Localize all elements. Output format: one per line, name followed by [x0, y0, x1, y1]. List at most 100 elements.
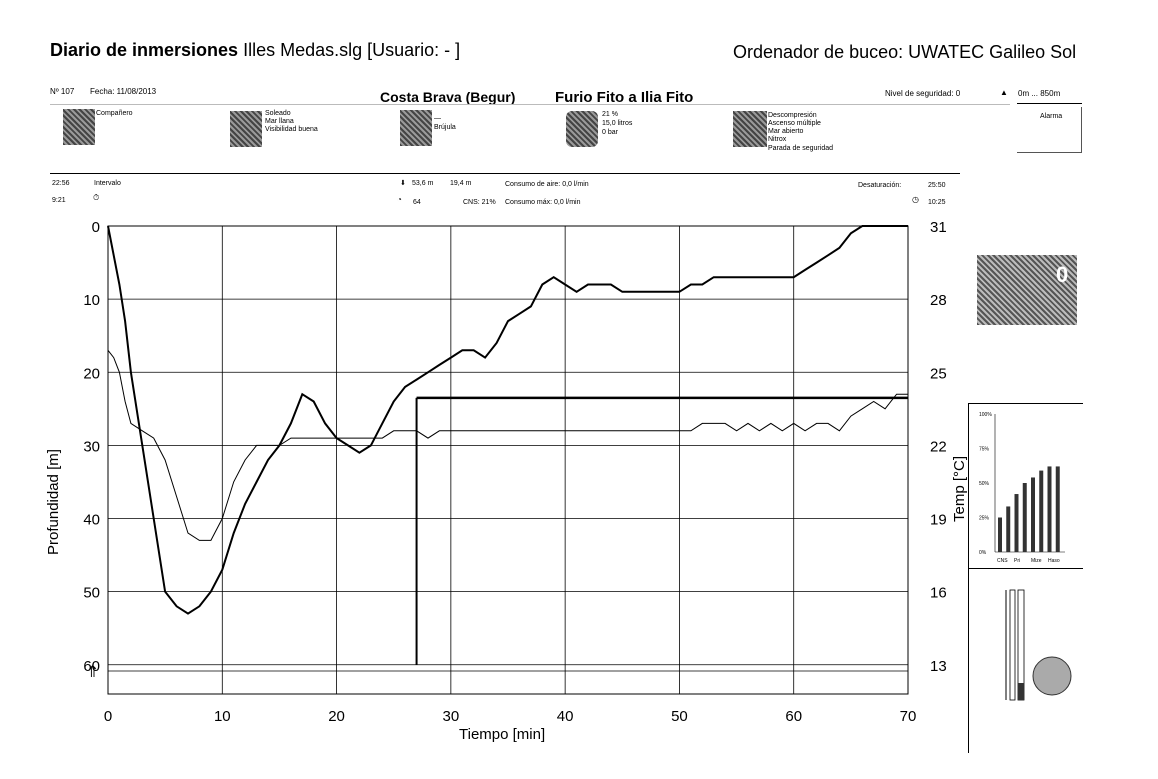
temp-tick-label: 22	[930, 438, 947, 455]
chart-series	[107, 225, 908, 665]
side-level-gauge-1	[1009, 589, 1016, 701]
side-bar	[998, 517, 1002, 552]
dive-flags-icon	[733, 111, 767, 147]
y-tick-label: 30	[83, 438, 100, 455]
plot-frame	[107, 225, 909, 695]
temp-tick-label: 13	[930, 658, 947, 675]
x-tick-label: 10	[214, 708, 231, 725]
gas-oxygen: 21 %	[602, 111, 618, 118]
clock-icon: ⏱	[93, 193, 100, 202]
cns: CNS: 21%	[463, 199, 496, 206]
side-divider-left	[968, 403, 969, 568]
dive-site: Costa Brava (Begur)	[380, 89, 516, 105]
y-axis-label-text: Profundidad [m]	[45, 449, 62, 555]
log-title-bold: Diario de inmersiones	[50, 40, 239, 60]
bar-category-label: Pri	[1014, 558, 1020, 564]
time-start: 22:56	[52, 180, 70, 187]
x-tick-label: 60	[785, 708, 802, 725]
air-consumption: Consumo de aire: 0,0 l/min	[505, 181, 589, 188]
y-tick-label: 40	[83, 512, 100, 529]
y-tick-label: 10	[83, 292, 100, 309]
surface-icon: ⇑	[86, 664, 100, 681]
depth-arrow-icon: ⬇	[400, 180, 406, 187]
x-tick-label: 40	[557, 708, 574, 725]
flag-multilevel: Ascenso múltiple	[768, 120, 821, 127]
chart-axis-labels: 0 10 20 30 40 50 60 70 0 10 20 30 40 50 60 31 28 25 22 19 16…	[83, 219, 946, 725]
dive-date: Fecha: 11/08/2013	[90, 87, 157, 96]
gas-volume: 15,0 litros	[602, 120, 633, 127]
alarm-divider	[1017, 103, 1082, 104]
safety-level: Nivel de seguridad: 0	[885, 89, 961, 98]
bar-tick-label: 0%	[979, 550, 987, 556]
side-divider-bottom	[968, 568, 1083, 569]
temp-tick-label: 31	[930, 219, 947, 236]
flag-decompression: Descompresión	[768, 112, 817, 119]
side-divider-top	[968, 403, 1083, 404]
interval-label: Intervalo	[94, 180, 121, 187]
alarm-label: Alarma	[1040, 113, 1063, 120]
stats-divider	[50, 173, 960, 174]
x-axis-label: Tiempo [min]	[459, 726, 546, 743]
dive-number: Nº 107	[50, 87, 75, 96]
altitude-range: 0m ... 850m	[1018, 89, 1061, 98]
side-bar-chart: 100% 75% 50% 25% 0% CNS Pri Mize Haso	[979, 412, 1065, 564]
log-title: Diario de inmersiones Illes Medas.slg [U…	[50, 40, 460, 61]
weather-icon	[230, 111, 262, 147]
max-depth: 53,6 m	[412, 180, 434, 187]
compass-dash: —	[434, 115, 441, 122]
weather-sea: Mar llana	[265, 118, 294, 125]
x-tick-label: 30	[443, 708, 460, 725]
y-tick-label: 50	[83, 585, 100, 602]
side-bar	[1014, 494, 1019, 552]
temperature-line	[107, 349, 908, 541]
x-tick-label: 0	[104, 708, 112, 725]
bar-tick-label: 100%	[979, 412, 992, 418]
log-title-rest: Illes Medas.slg [Usuario: - ]	[238, 40, 461, 60]
weather-visibility: Visibilidad buena	[265, 126, 318, 133]
desaturation-value: 25:50	[928, 182, 946, 189]
alarm-box	[1017, 107, 1082, 153]
dive-time: 64	[413, 199, 421, 206]
temp-tick-label: 16	[930, 585, 947, 602]
side-bar	[1022, 483, 1027, 552]
side-divider-left-lower	[968, 568, 969, 753]
bar-category-label: Haso	[1048, 558, 1060, 564]
y-tick-label: 60	[83, 658, 100, 675]
compass-label: Brújula	[434, 124, 456, 131]
x-tick-label: 20	[328, 708, 345, 725]
temp-tick-label: 19	[930, 512, 947, 529]
avg-depth: 19,4 m	[450, 180, 472, 187]
companion-label: Compañero	[96, 110, 133, 117]
y-tick-label: 0	[92, 219, 100, 236]
tank-icon	[566, 111, 598, 147]
side-bar	[1039, 470, 1044, 552]
y-tick-label: 20	[83, 365, 100, 382]
computer-display-thumb	[977, 255, 1077, 325]
temp-tick-label: 28	[930, 292, 947, 309]
chart-grid	[107, 225, 909, 695]
bar-tick-label: 25%	[979, 516, 990, 522]
bar-category-label: CNS	[997, 558, 1008, 564]
desaturation-label: Desaturación:	[858, 182, 902, 189]
companion-photo	[63, 109, 95, 145]
dive-computer: Ordenador de buceo: UWATEC Galileo Sol	[733, 42, 1077, 62]
side-bar	[1055, 466, 1060, 552]
surface-clock-icon: ◷	[912, 195, 919, 204]
flag-safety-stop: Parada de seguridad	[768, 145, 833, 152]
depth-profile-line	[107, 225, 908, 615]
dive-time-icon: ◔	[397, 195, 402, 204]
temp-axis-label: Temp [°C]	[951, 455, 968, 522]
mountain-icon: ▲	[1000, 88, 1008, 97]
side-bar	[1047, 466, 1052, 552]
bar-category-label: Mize	[1031, 558, 1042, 564]
side-lower-panel	[1005, 589, 1072, 701]
compass-icon	[400, 110, 432, 146]
side-bar	[1006, 506, 1011, 552]
side-level-fill	[1018, 683, 1024, 700]
info-divider	[50, 104, 1010, 105]
surface-time: 10:25	[928, 199, 946, 206]
flag-open-sea: Mar abierto	[768, 128, 804, 135]
bar-tick-label: 50%	[979, 481, 990, 487]
time-end: 9:21	[52, 197, 66, 204]
